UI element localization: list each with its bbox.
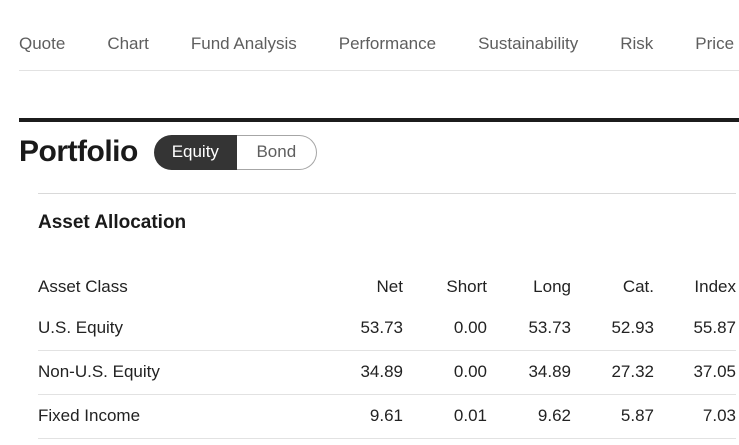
asset-class-cell: Fixed Income (38, 394, 319, 439)
col-header-long: Long (533, 277, 571, 296)
fund-tab-bar: Quote Chart Fund Analysis Performance Su… (19, 0, 739, 71)
portfolio-section: Portfolio Equity Bond Asset Allocation A… (19, 118, 739, 439)
index-cell: 55.87 (654, 307, 736, 351)
col-header-asset-class: Asset Class (38, 277, 128, 296)
long-cell: 53.73 (487, 307, 571, 351)
net-cell: 53.73 (319, 307, 403, 351)
nav-tab-performance[interactable]: Performance (338, 34, 437, 53)
index-cell: 37.05 (654, 350, 736, 395)
table-row: U.S. Equity 53.73 0.00 53.73 52.93 55.87 (38, 307, 736, 351)
asset-allocation-table: Asset Class Net Short Long Cat. Index U.… (38, 257, 736, 439)
long-cell: 34.89 (487, 350, 571, 395)
page-title: Portfolio (19, 135, 138, 168)
short-cell: 0.00 (403, 350, 487, 395)
long-cell: 9.62 (487, 394, 571, 439)
asset-class-cell: Non-U.S. Equity (38, 350, 319, 395)
nav-tab-quote[interactable]: Quote (19, 34, 66, 53)
equity-bond-toggle: Equity Bond (153, 134, 317, 170)
col-header-net: Net (376, 277, 403, 296)
short-cell: 0.01 (403, 394, 487, 439)
nav-tab-price[interactable]: Price (695, 34, 735, 53)
equity-toggle-button[interactable]: Equity (153, 134, 237, 170)
col-header-short: Short (446, 277, 487, 296)
nav-tab-fund-analysis[interactable]: Fund Analysis (190, 34, 297, 53)
asset-class-cell: U.S. Equity (38, 307, 319, 351)
nav-tab-sustainability[interactable]: Sustainability (478, 34, 579, 53)
portfolio-header: Portfolio Equity Bond (19, 134, 739, 170)
net-cell: 9.61 (319, 394, 403, 439)
table-row: Non-U.S. Equity 34.89 0.00 34.89 27.32 3… (38, 350, 736, 395)
cat-cell: 52.93 (571, 307, 654, 351)
table-row: Fixed Income 9.61 0.01 9.62 5.87 7.03 (38, 394, 736, 439)
cat-cell: 5.87 (571, 394, 654, 439)
asset-allocation-title: Asset Allocation (38, 212, 187, 233)
cat-cell: 27.32 (571, 350, 654, 395)
asset-allocation-module: Asset Allocation Asset Class Net Short L… (38, 193, 736, 439)
short-cell: 0.00 (403, 307, 487, 351)
nav-tab-chart[interactable]: Chart (107, 34, 149, 53)
nav-tab-risk[interactable]: Risk (620, 34, 654, 53)
table-header-row: Asset Class Net Short Long Cat. Index (38, 257, 736, 307)
col-header-cat: Cat. (622, 277, 654, 296)
index-cell: 7.03 (654, 394, 736, 439)
col-header-index: Index (694, 277, 736, 296)
net-cell: 34.89 (319, 350, 403, 395)
bond-toggle-button[interactable]: Bond (236, 134, 317, 170)
